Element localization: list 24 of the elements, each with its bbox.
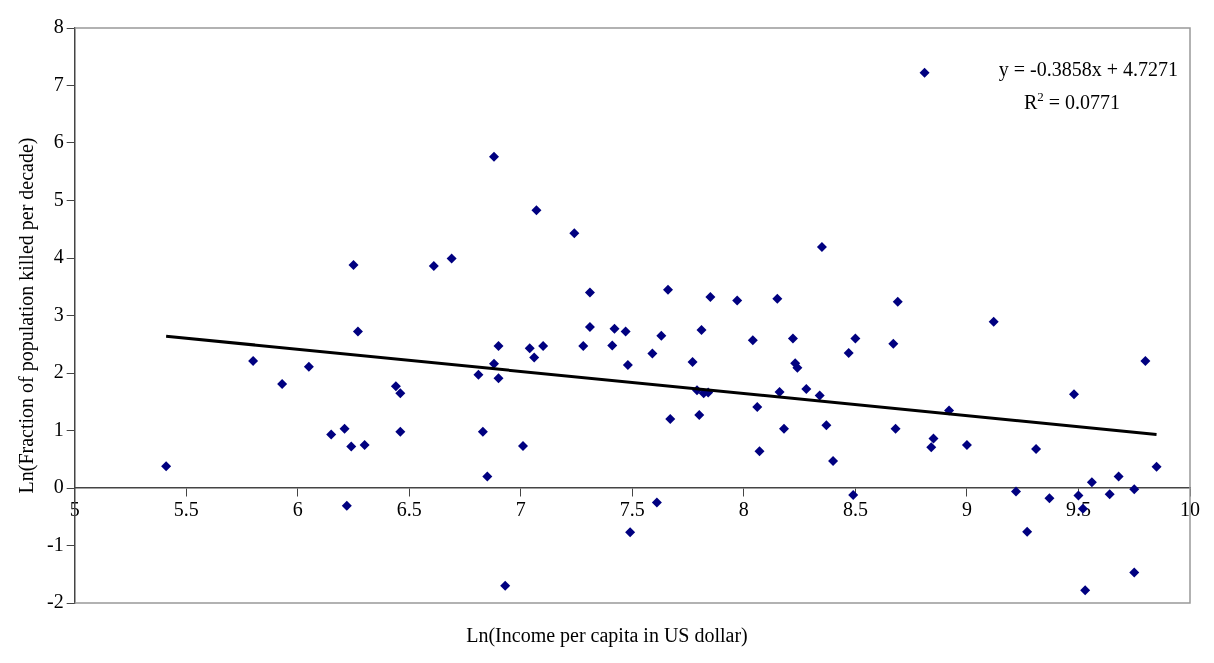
- y-tick-label: -2: [46, 590, 64, 613]
- x-tick-label: 6: [292, 498, 303, 521]
- y-tick-label: 6: [53, 130, 64, 153]
- x-tick-label: 7: [515, 498, 526, 521]
- x-tick-label: 10: [1180, 498, 1200, 521]
- y-tick-label: 4: [53, 245, 64, 268]
- y-axis-title: Ln(Fraction of population killed per decade): [15, 137, 39, 494]
- y-tick-label: 2: [53, 360, 64, 383]
- x-tick-label: 6.5: [396, 498, 422, 521]
- y-tick-label: 7: [53, 72, 64, 95]
- x-tick-label: 9.5: [1065, 498, 1091, 521]
- y-tick-label: 0: [53, 475, 64, 498]
- x-tick-label: 9: [961, 498, 972, 521]
- y-tick-label: -1: [46, 532, 64, 555]
- x-tick-label: 8.5: [842, 498, 868, 521]
- x-axis-title: Ln(Income per capita in US dollar): [465, 624, 749, 647]
- annotation: y = -0.3858x + 4.7271: [998, 58, 1178, 81]
- x-tick-label: 5.5: [173, 498, 199, 521]
- x-tick-label: 7.5: [619, 498, 645, 521]
- y-tick-label: 5: [53, 187, 64, 210]
- y-tick-label: 3: [53, 302, 64, 325]
- y-tick-label: 8: [53, 15, 64, 38]
- y-tick-label: 1: [53, 417, 64, 440]
- x-tick-label: 8: [738, 498, 749, 521]
